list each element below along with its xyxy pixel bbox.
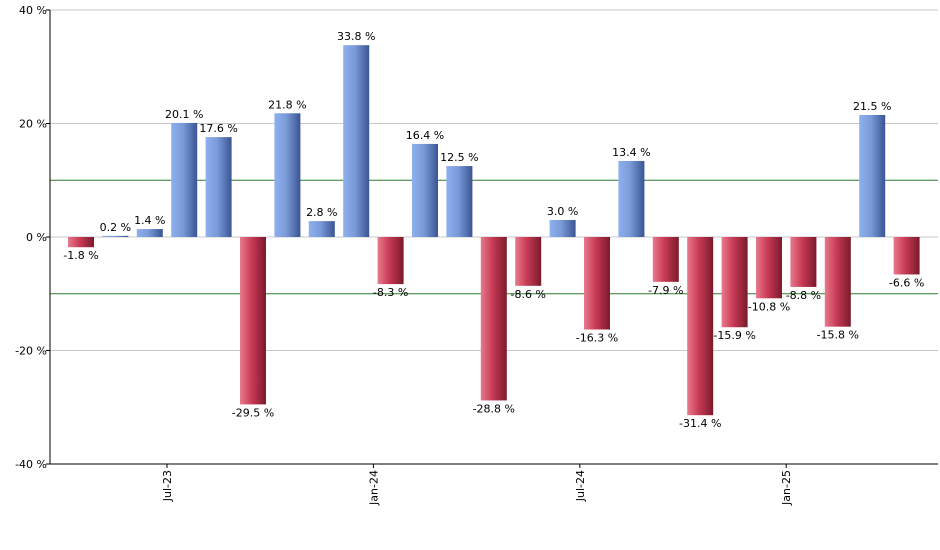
y-tick-label: 40 % — [19, 4, 47, 17]
data-label: -7.9 % — [648, 284, 683, 297]
bar-negative — [756, 237, 782, 299]
bar-negative — [515, 237, 542, 286]
bar-positive — [618, 160, 645, 237]
x-tick-label: Jul-24 — [574, 470, 587, 502]
data-label: -31.4 % — [679, 417, 721, 430]
x-tick-label: Jan-25 — [780, 470, 793, 506]
data-label: 33.8 % — [337, 30, 375, 43]
data-label: 21.5 % — [853, 100, 891, 113]
bar-positive — [859, 114, 886, 237]
bar-negative — [790, 237, 817, 287]
bar-negative — [480, 237, 507, 401]
data-label: -15.8 % — [817, 329, 859, 342]
bar-positive — [446, 166, 473, 237]
bar-positive — [102, 235, 129, 237]
data-label: 2.8 % — [306, 206, 337, 219]
data-label: 21.8 % — [268, 98, 306, 111]
data-label: -1.8 % — [63, 249, 98, 262]
bar-positive — [412, 143, 438, 237]
data-label: -29.5 % — [232, 406, 274, 419]
x-tick-label: Jan-24 — [367, 470, 380, 506]
bar-negative — [652, 237, 679, 282]
y-tick-label: -40 % — [15, 458, 47, 471]
y-tick-label: 20 % — [19, 118, 47, 131]
data-label: -28.8 % — [473, 402, 515, 415]
bar-positive — [308, 221, 335, 237]
data-label: 16.4 % — [406, 129, 444, 142]
data-label: 17.6 % — [199, 122, 237, 135]
data-label: -6.6 % — [889, 276, 924, 289]
bar-negative — [721, 237, 748, 328]
y-tick-label: -20 % — [15, 345, 47, 358]
bar-negative — [687, 237, 714, 416]
data-labels: -1.8 % 0.2 %1.4 % 20.1 %17.6 % -29.5 % 21.8 … — [63, 30, 924, 430]
bar-negative — [377, 237, 404, 285]
bar-positive — [549, 219, 576, 237]
bars — [68, 45, 920, 416]
data-label: -8.3 % — [373, 286, 408, 299]
data-label: 13.4 % — [612, 146, 650, 159]
bar-positive — [171, 122, 198, 237]
data-label: 12.5 % — [440, 151, 478, 164]
data-label: 1.4 % — [134, 214, 165, 227]
bar-positive — [136, 229, 163, 237]
bar-positive — [343, 45, 370, 238]
bar-negative — [824, 237, 851, 327]
x-tick-label: Jul-23 — [161, 470, 174, 502]
y-tick-label: 0 % — [26, 231, 47, 244]
axes: -40 % -20 % 0 % 20 % 40 % Jul-23 Jan-24 Jul-24 J… — [15, 4, 938, 506]
data-label: 0.2 % — [100, 221, 131, 234]
data-label: -8.6 % — [510, 288, 545, 301]
data-label: -15.9 % — [713, 329, 755, 342]
bar-positive — [274, 113, 301, 237]
data-label: 3.0 % — [547, 205, 578, 218]
bar-negative — [68, 237, 94, 248]
data-label: -16.3 % — [576, 332, 618, 345]
data-label: -10.8 % — [748, 300, 790, 313]
data-label: -8.8 % — [786, 289, 821, 302]
bar-positive — [205, 137, 232, 237]
bar-negative — [893, 237, 920, 275]
data-label: 20.1 % — [165, 108, 203, 121]
bar-negative — [240, 237, 266, 405]
bar-negative — [584, 237, 610, 330]
